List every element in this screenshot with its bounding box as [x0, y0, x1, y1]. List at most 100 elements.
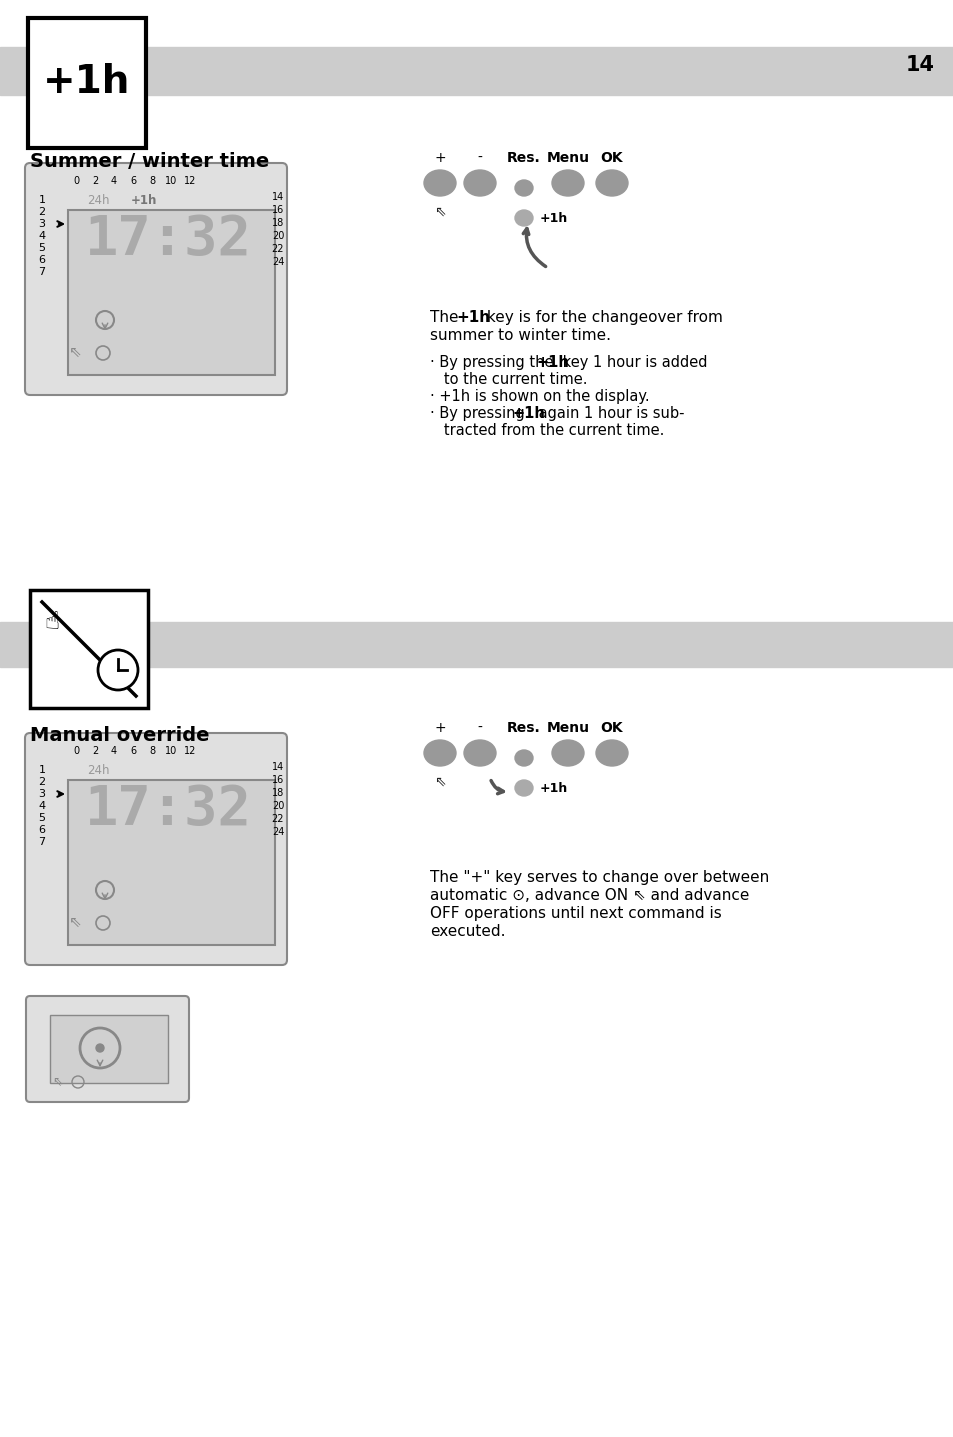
- Text: OK: OK: [600, 151, 622, 165]
- Bar: [68, 780, 274, 946]
- Text: 24h: 24h: [87, 194, 110, 207]
- Text: 6: 6: [130, 746, 136, 756]
- Text: Summer / winter time: Summer / winter time: [30, 152, 269, 171]
- Text: 6: 6: [38, 254, 46, 264]
- Ellipse shape: [423, 740, 456, 766]
- Text: 1: 1: [38, 764, 46, 775]
- Bar: [0, 47, 953, 95]
- Ellipse shape: [463, 170, 496, 195]
- Text: 5: 5: [38, 243, 46, 253]
- FancyBboxPatch shape: [25, 733, 287, 966]
- Text: 1: 1: [38, 195, 46, 205]
- Ellipse shape: [552, 170, 583, 195]
- Text: 22: 22: [272, 813, 284, 823]
- Bar: [50, 1015, 168, 1083]
- Text: 2: 2: [91, 175, 98, 185]
- Text: OFF operations until next command is: OFF operations until next command is: [430, 905, 721, 921]
- Text: 20: 20: [272, 231, 284, 241]
- Text: 12: 12: [184, 175, 196, 185]
- Text: again 1 hour is sub-: again 1 hour is sub-: [534, 407, 684, 421]
- Text: 2: 2: [91, 746, 98, 756]
- Text: +1h: +1h: [43, 63, 131, 101]
- Text: 20: 20: [272, 800, 284, 810]
- Text: 16: 16: [272, 205, 284, 216]
- Text: 17:32: 17:32: [85, 783, 252, 836]
- Text: The "+" key serves to change over between: The "+" key serves to change over betwee…: [430, 869, 768, 885]
- FancyBboxPatch shape: [25, 162, 287, 395]
- Circle shape: [96, 1045, 104, 1052]
- Ellipse shape: [515, 180, 533, 195]
- Ellipse shape: [515, 210, 533, 226]
- Circle shape: [98, 650, 138, 690]
- Text: +1h: +1h: [456, 310, 490, 325]
- FancyBboxPatch shape: [26, 996, 189, 1102]
- Text: Res.: Res.: [507, 721, 540, 734]
- Text: 8: 8: [149, 746, 155, 756]
- Text: Menu: Menu: [546, 721, 589, 734]
- Text: 3: 3: [38, 789, 46, 799]
- Text: 4: 4: [38, 800, 46, 810]
- Text: key 1 hour is added: key 1 hour is added: [558, 355, 706, 369]
- Ellipse shape: [463, 740, 496, 766]
- Text: 17:32: 17:32: [85, 214, 252, 266]
- Text: 12: 12: [184, 746, 196, 756]
- Text: 2: 2: [38, 777, 46, 787]
- Text: 24h: 24h: [87, 763, 110, 776]
- Text: · +1h is shown on the display.: · +1h is shown on the display.: [430, 389, 649, 404]
- Ellipse shape: [552, 740, 583, 766]
- Text: ⇖: ⇖: [434, 775, 445, 789]
- Text: 6: 6: [130, 175, 136, 185]
- Text: 4: 4: [111, 746, 117, 756]
- Bar: [68, 210, 274, 375]
- Ellipse shape: [596, 740, 627, 766]
- Text: +1h: +1h: [539, 213, 568, 226]
- Text: 16: 16: [272, 775, 284, 785]
- Text: 3: 3: [38, 218, 46, 228]
- Text: 10: 10: [165, 175, 177, 185]
- Text: 24: 24: [272, 257, 284, 267]
- Text: to the current time.: to the current time.: [430, 372, 587, 387]
- Text: Manual override: Manual override: [30, 726, 210, 744]
- Text: ⇖: ⇖: [51, 1075, 62, 1088]
- Text: 5: 5: [38, 813, 46, 823]
- Text: 7: 7: [38, 836, 46, 846]
- Text: 14: 14: [904, 55, 934, 75]
- Text: -: -: [477, 151, 482, 165]
- Text: automatic ⊙, advance ON ⇖ and advance: automatic ⊙, advance ON ⇖ and advance: [430, 888, 749, 902]
- Text: +1h: +1h: [536, 355, 569, 369]
- Text: +1h: +1h: [512, 407, 545, 421]
- Text: tracted from the current time.: tracted from the current time.: [430, 422, 663, 438]
- Text: 8: 8: [149, 175, 155, 185]
- Ellipse shape: [515, 750, 533, 766]
- Text: 14: 14: [272, 193, 284, 203]
- Text: +: +: [434, 151, 445, 165]
- Text: -: -: [477, 721, 482, 734]
- Ellipse shape: [596, 170, 627, 195]
- Text: Res.: Res.: [507, 151, 540, 165]
- Text: ☝: ☝: [45, 609, 60, 634]
- Text: OK: OK: [600, 721, 622, 734]
- Text: 7: 7: [38, 267, 46, 277]
- Ellipse shape: [423, 170, 456, 195]
- Text: 18: 18: [272, 218, 284, 228]
- Text: 0: 0: [72, 746, 79, 756]
- Text: 2: 2: [38, 207, 46, 217]
- Text: ⇖: ⇖: [69, 345, 81, 359]
- Text: Menu: Menu: [546, 151, 589, 165]
- Text: 18: 18: [272, 787, 284, 798]
- Text: 4: 4: [111, 175, 117, 185]
- Text: · By pressing the: · By pressing the: [430, 355, 558, 369]
- Text: executed.: executed.: [430, 924, 505, 938]
- Text: 22: 22: [272, 244, 284, 254]
- Text: 0: 0: [72, 175, 79, 185]
- Text: ⇖: ⇖: [434, 205, 445, 218]
- Text: key is for the changeover from: key is for the changeover from: [481, 310, 722, 325]
- Bar: [30, 591, 148, 708]
- Text: The: The: [430, 310, 463, 325]
- Text: · By pressing: · By pressing: [430, 407, 529, 421]
- Text: +1h: +1h: [539, 783, 568, 796]
- Text: +1h: +1h: [131, 194, 157, 207]
- Text: 6: 6: [38, 825, 46, 835]
- Bar: [0, 622, 953, 667]
- Text: 24: 24: [272, 828, 284, 836]
